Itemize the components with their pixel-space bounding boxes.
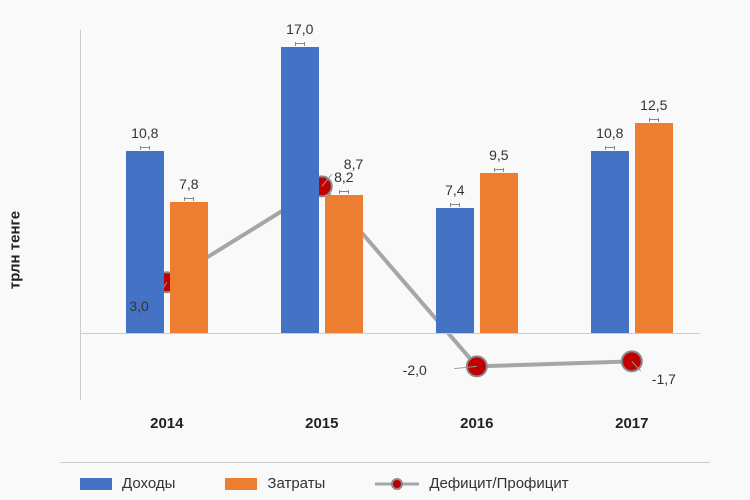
balance-value-label: -2,0	[403, 362, 427, 378]
x-category-label: 2015	[305, 415, 338, 432]
bar-value-label: 10,8	[596, 125, 623, 141]
bar-tick	[339, 191, 349, 192]
bar-expenses	[170, 202, 208, 333]
x-category-label: 2016	[460, 415, 493, 432]
balance-polyline	[167, 186, 632, 366]
bar-revenue	[281, 47, 319, 333]
bar-tick	[605, 147, 615, 148]
legend-item-balance: Дефицит/Профицит	[375, 475, 568, 492]
bar-value-label: 7,8	[179, 176, 198, 192]
legend-item-expenses: Затраты	[225, 475, 325, 492]
bar-revenue	[591, 151, 629, 333]
bar-value-label: 9,5	[489, 147, 508, 163]
bar-tick	[140, 147, 150, 148]
balance-value-label: -1,7	[652, 371, 676, 387]
bar-tick	[450, 204, 460, 205]
bar-value-label: 10,8	[131, 125, 158, 141]
y-axis-title: трлн тенге	[7, 211, 24, 289]
x-category-label: 2017	[615, 415, 648, 432]
legend-label-balance: Дефицит/Профицит	[429, 475, 568, 492]
bar-tick	[295, 43, 305, 44]
legend-swatch-expenses	[225, 478, 257, 490]
x-category-label: 2014	[150, 415, 183, 432]
legend-item-revenue: Доходы	[80, 475, 175, 492]
balance-value-label: 3,0	[129, 298, 148, 314]
legend-label-expenses: Затраты	[267, 475, 325, 492]
x-axis-labels: 2014 2015 2016 2017	[80, 410, 700, 440]
bar-expenses	[325, 195, 363, 333]
plot-area: 10,87,817,08,27,49,510,812,53,08,7-2,0-1…	[80, 30, 700, 400]
legend-label-revenue: Доходы	[122, 475, 175, 492]
bar-value-label: 7,4	[445, 182, 464, 198]
bar-expenses	[635, 123, 673, 333]
legend-swatch-revenue	[80, 478, 112, 490]
balance-value-label: 8,7	[344, 156, 363, 172]
bar-tick	[494, 169, 504, 170]
bar-value-label: 12,5	[640, 97, 667, 113]
bar-tick	[649, 119, 659, 120]
legend-swatch-balance	[375, 476, 419, 492]
baseline	[80, 333, 700, 334]
bar-value-label: 17,0	[286, 21, 313, 37]
bar-revenue	[436, 208, 474, 332]
budget-chart: трлн тенге 10,87,817,08,27,49,510,812,53…	[0, 0, 750, 500]
bar-tick	[184, 198, 194, 199]
bar-expenses	[480, 173, 518, 333]
legend: Доходы Затраты Дефицит/Профицит	[60, 462, 710, 494]
